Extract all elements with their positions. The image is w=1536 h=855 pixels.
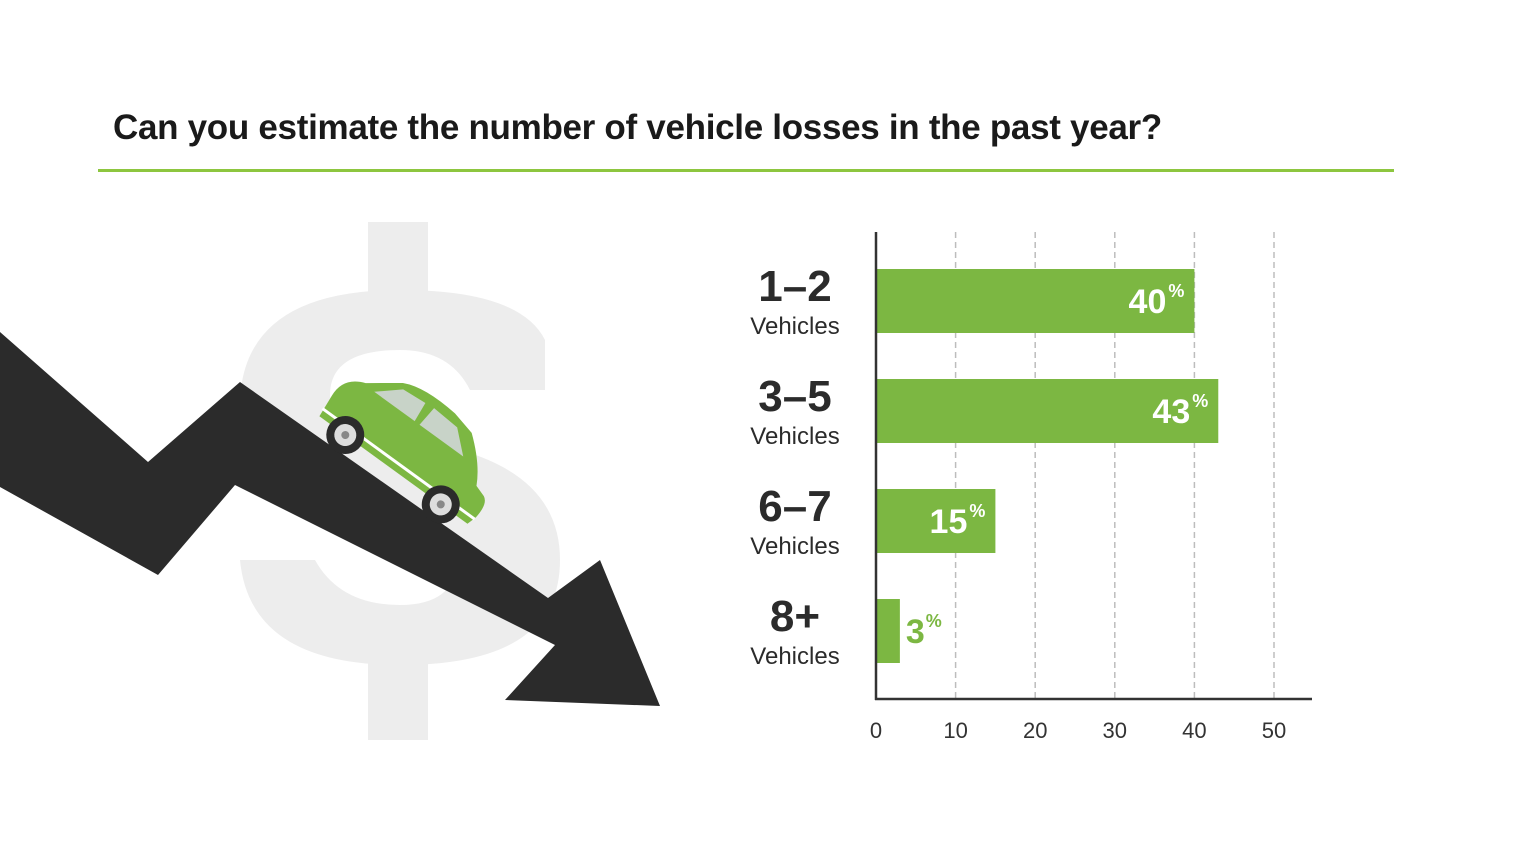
bar — [876, 269, 1195, 333]
category-sublabel: Vehicles — [750, 533, 839, 560]
grid-lines — [954, 232, 1275, 699]
title-divider — [98, 169, 1394, 172]
data-label: 43 — [1152, 393, 1190, 431]
data-label: 15 — [930, 503, 968, 541]
bar — [876, 489, 996, 553]
category-sublabel: Vehicles — [750, 643, 839, 670]
x-tick-label: 10 — [943, 718, 967, 743]
illustration — [0, 222, 660, 740]
category-label: 6–7 — [758, 482, 831, 531]
chart-title: Can you estimate the number of vehicle l… — [113, 108, 1162, 147]
percent-sign: % — [1168, 281, 1184, 301]
data-label: 40 — [1129, 283, 1167, 321]
category-sublabel: Vehicles — [750, 423, 839, 450]
category-label: 1–2 — [758, 262, 831, 311]
data-label: 3 — [906, 613, 925, 651]
category-sublabel: Vehicles — [750, 313, 839, 340]
bar — [876, 599, 900, 663]
category-label: 3–5 — [758, 372, 831, 421]
percent-sign: % — [1192, 391, 1208, 411]
bar — [876, 379, 1219, 443]
percent-sign: % — [969, 501, 985, 521]
percent-sign: % — [926, 611, 942, 631]
category-label: 8+ — [770, 592, 820, 641]
down-trend-arrow-icon — [0, 332, 660, 706]
green-car-icon — [319, 381, 485, 524]
x-tick-label: 30 — [1103, 718, 1127, 743]
bars: 40 %43 %15 %3% — [876, 269, 1219, 663]
x-tick-label: 0 — [870, 718, 882, 743]
x-tick-label: 50 — [1262, 718, 1286, 743]
x-tick-labels: 0 10 20 30 40 50 — [870, 718, 1286, 743]
category-labels: 1–2Vehicles3–5Vehicles6–7Vehicles8+Vehic… — [750, 262, 839, 670]
x-tick-label: 20 — [1023, 718, 1047, 743]
x-tick-label: 40 — [1182, 718, 1206, 743]
